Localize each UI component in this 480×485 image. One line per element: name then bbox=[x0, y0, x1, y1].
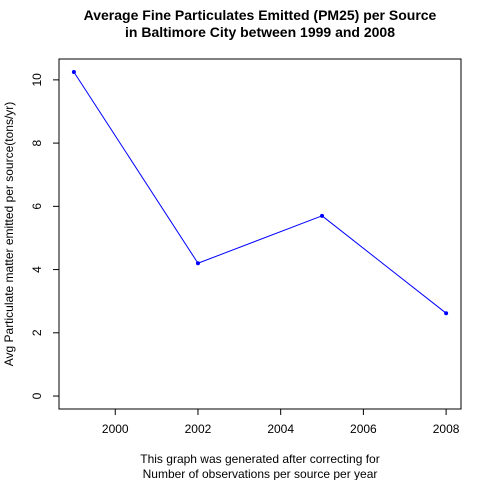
x-axis-label-line-2: Number of observations per source per ye… bbox=[143, 467, 378, 480]
x-tick-label-2006: 2006 bbox=[350, 422, 377, 436]
data-point-1999 bbox=[71, 69, 76, 74]
x-axis-label-line-1: This graph was generated after correctin… bbox=[140, 452, 379, 466]
y-tick-label-2: 2 bbox=[30, 329, 44, 336]
x-axis: 2000 2002 2004 2006 2008 bbox=[102, 409, 460, 436]
x-tick-label-2000: 2000 bbox=[102, 422, 129, 436]
y-tick-label-6: 6 bbox=[30, 203, 44, 210]
x-axis-label: This graph was generated after correctin… bbox=[140, 452, 379, 481]
chart-title-line-1: Average Fine Particulates Emitted (PM25)… bbox=[84, 7, 437, 23]
chart-title: Average Fine Particulates Emitted (PM25)… bbox=[84, 7, 437, 40]
y-axis-label: Avg Particulate matter emitted per sourc… bbox=[2, 102, 16, 367]
data-point-2005 bbox=[320, 213, 325, 218]
data-point-2008 bbox=[444, 311, 449, 316]
chart-title-line-2: in Baltimore City between 1999 and 2008 bbox=[125, 24, 395, 40]
series-0-segment-1 bbox=[197, 215, 323, 264]
plot-frame bbox=[58, 58, 462, 410]
y-axis: 0 2 4 6 8 10 bbox=[30, 73, 59, 399]
series-0-segment-2 bbox=[321, 215, 447, 314]
series-0-segment-0 bbox=[73, 71, 199, 264]
y-tick-label-4: 4 bbox=[30, 266, 44, 273]
x-tick-label-2002: 2002 bbox=[185, 422, 212, 436]
y-tick-label-0: 0 bbox=[30, 392, 44, 399]
series-layer bbox=[71, 69, 449, 316]
y-tick-label-8: 8 bbox=[30, 139, 44, 146]
y-tick-label-10: 10 bbox=[30, 73, 44, 87]
x-tick-label-2008: 2008 bbox=[433, 422, 460, 436]
x-tick-label-2004: 2004 bbox=[267, 422, 294, 436]
data-point-2002 bbox=[195, 261, 200, 266]
